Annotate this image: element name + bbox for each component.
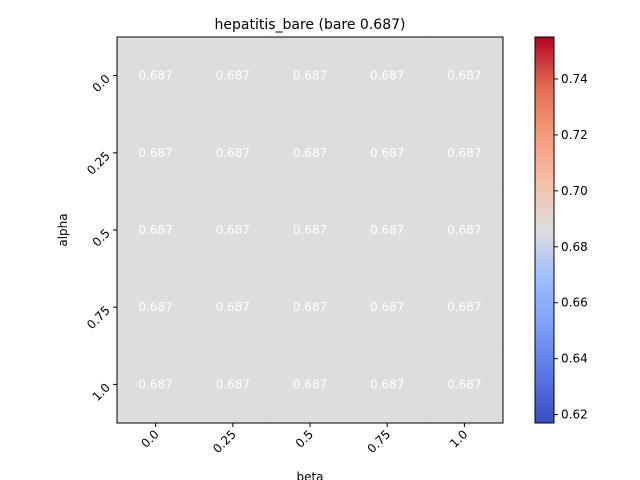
cell-value-label: 0.687 xyxy=(293,69,327,83)
colorbar-tick-label: 0.68 xyxy=(561,240,588,254)
cell-value-label: 0.687 xyxy=(293,223,327,237)
heatmap-cell xyxy=(271,268,350,347)
cell-value-label: 0.687 xyxy=(138,300,172,314)
cell-value-label: 0.687 xyxy=(370,69,404,83)
y-tick-label: 0.75 xyxy=(84,303,113,332)
heatmap-cell xyxy=(348,268,427,347)
heatmap-cell xyxy=(425,37,504,115)
heatmap-cell xyxy=(194,191,272,270)
heatmap-cell xyxy=(425,268,504,347)
heatmap-cell xyxy=(348,114,427,192)
cell-value-label: 0.687 xyxy=(370,377,404,391)
cell-value-labels: 0.687 0.687 0.687 0.687 0.687 0.687 0.687 0.687… xyxy=(138,69,481,392)
colorbar-tick-label: 0.62 xyxy=(561,408,588,422)
heatmap-cell xyxy=(348,191,427,270)
cell-value-label: 0.687 xyxy=(293,377,327,391)
heatmap-cell xyxy=(271,191,350,270)
y-tick-label: 1.0 xyxy=(90,380,113,403)
y-tick-label: 0.0 xyxy=(90,72,113,95)
colorbar: 0.62 0.64 0.66 0.68 0.70 0.72 0.74 xyxy=(534,36,588,424)
heatmap-cell xyxy=(271,37,350,115)
cell-value-label: 0.687 xyxy=(138,223,172,237)
cell-value-label: 0.687 xyxy=(216,146,250,160)
cell-value-label: 0.687 xyxy=(447,223,481,237)
heatmap-cell xyxy=(271,114,350,192)
colorbar-tick-label: 0.70 xyxy=(561,184,588,198)
cell-value-label: 0.687 xyxy=(447,377,481,391)
heatmap-cell xyxy=(425,114,504,192)
heatmap-cell xyxy=(425,345,504,424)
heatmap-cell xyxy=(194,268,272,347)
cell-value-label: 0.687 xyxy=(216,69,250,83)
x-tick-label: 1.0 xyxy=(447,427,470,450)
cell-value-label: 0.687 xyxy=(447,146,481,160)
heatmap-cell xyxy=(348,37,427,115)
chart-title: hepatitis_bare (bare 0.687) xyxy=(215,17,406,33)
colorbar-tick-label: 0.66 xyxy=(561,296,588,310)
x-axis-label: beta xyxy=(296,470,323,480)
cell-value-label: 0.687 xyxy=(370,146,404,160)
heatmap-cell xyxy=(117,37,195,115)
heatmap-cell xyxy=(117,114,195,192)
colorbar-tick-label: 0.64 xyxy=(561,352,588,366)
heatmap-cell xyxy=(194,114,272,192)
heatmap-cell xyxy=(117,191,195,270)
cell-value-label: 0.687 xyxy=(216,300,250,314)
cell-value-label: 0.687 xyxy=(447,300,481,314)
x-tick-label: 0.5 xyxy=(293,427,316,450)
cell-value-label: 0.687 xyxy=(293,146,327,160)
heatmap-cell xyxy=(194,37,272,115)
colorbar-tick-label: 0.74 xyxy=(561,72,588,86)
x-tick-label: 0.75 xyxy=(365,427,394,456)
heatmap-cell xyxy=(348,345,427,424)
colorbar-ticks: 0.62 0.64 0.66 0.68 0.70 0.72 0.74 xyxy=(554,72,588,422)
y-tick-label: 0.25 xyxy=(84,149,113,178)
heatmap-cell xyxy=(117,345,195,424)
x-tick-label: 0.25 xyxy=(210,427,239,456)
colorbar-gradient xyxy=(534,36,555,424)
cell-value-label: 0.687 xyxy=(370,223,404,237)
cell-value-label: 0.687 xyxy=(216,377,250,391)
y-axis-ticks: 0.0 0.25 0.5 0.75 1.0 xyxy=(84,72,117,404)
cell-value-label: 0.687 xyxy=(138,69,172,83)
cell-value-label: 0.687 xyxy=(293,300,327,314)
cell-value-label: 0.687 xyxy=(138,146,172,160)
cell-value-label: 0.687 xyxy=(447,69,481,83)
heatmap-cells xyxy=(117,37,504,424)
x-axis-ticks: 0.0 0.25 0.5 0.75 1.0 xyxy=(138,423,471,456)
x-tick-label: 0.0 xyxy=(138,427,161,450)
heatmap-cell xyxy=(271,345,350,424)
y-tick-label: 0.5 xyxy=(90,226,113,249)
heatmap-cell xyxy=(117,268,195,347)
heatmap-cell xyxy=(194,345,272,424)
cell-value-label: 0.687 xyxy=(216,223,250,237)
cell-value-label: 0.687 xyxy=(138,377,172,391)
y-axis-label: alpha xyxy=(56,213,70,246)
cell-value-label: 0.687 xyxy=(370,300,404,314)
heatmap-cell xyxy=(425,191,504,270)
colorbar-tick-label: 0.72 xyxy=(561,128,588,142)
